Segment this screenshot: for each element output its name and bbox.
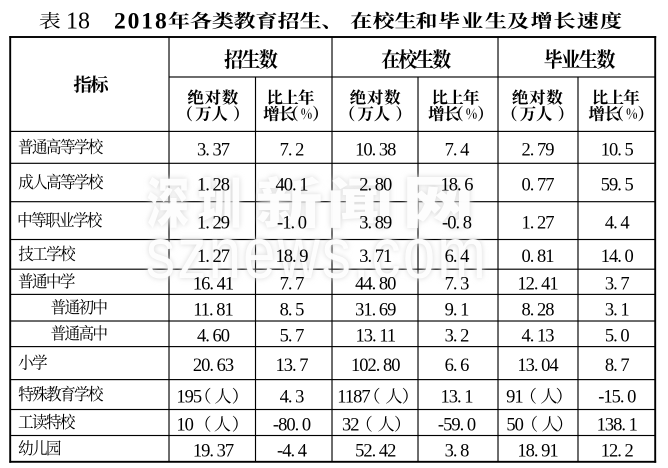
svg-text:7. 2: 7. 2 — [280, 140, 305, 160]
svg-text:16. 41: 16. 41 — [193, 275, 234, 295]
svg-text:-80. 0: -80. 0 — [273, 415, 311, 435]
svg-text:13. 7: 13. 7 — [276, 356, 309, 376]
svg-text:sznews.com: sznews.com — [146, 213, 488, 294]
svg-text:7. 7: 7. 7 — [280, 275, 305, 295]
svg-text:sznews.com: sznews.com — [146, 213, 488, 294]
svg-text:6. 6: 6. 6 — [445, 356, 470, 376]
svg-text:-59. 0: -59. 0 — [438, 415, 476, 435]
svg-text:44. 80: 44. 80 — [355, 275, 396, 295]
svg-text:18: 18 — [66, 9, 90, 35]
svg-text:10: 10 — [176, 415, 193, 435]
svg-text:-0. 8: -0. 8 — [442, 214, 472, 234]
svg-text:4. 60: 4. 60 — [197, 327, 230, 347]
svg-text:2018: 2018 — [114, 8, 169, 34]
svg-text:18. 9: 18. 9 — [276, 247, 309, 267]
svg-text:50: 50 — [506, 415, 523, 435]
svg-text:52. 42: 52. 42 — [355, 442, 396, 462]
svg-text:195: 195 — [176, 387, 202, 407]
svg-text:11. 81: 11. 81 — [193, 301, 233, 321]
svg-text:0. 77: 0. 77 — [522, 175, 555, 195]
svg-text:0. 81: 0. 81 — [522, 247, 555, 267]
svg-text:20. 63: 20. 63 — [193, 356, 234, 376]
svg-text:91: 91 — [506, 387, 523, 407]
svg-text:5. 7: 5. 7 — [280, 327, 305, 347]
svg-text:3. 1: 3. 1 — [605, 301, 630, 321]
svg-text:7. 3: 7. 3 — [445, 275, 470, 295]
svg-text:3. 89: 3. 89 — [359, 214, 392, 234]
svg-text:2. 79: 2. 79 — [522, 140, 555, 160]
svg-text:1187: 1187 — [337, 387, 370, 407]
svg-text:2. 80: 2. 80 — [359, 175, 392, 195]
svg-text:1. 28: 1. 28 — [197, 175, 230, 195]
svg-text:31. 69: 31. 69 — [355, 301, 396, 321]
svg-text:12. 2: 12. 2 — [601, 442, 634, 462]
svg-text:3. 37: 3. 37 — [197, 140, 230, 160]
svg-text:3. 71: 3. 71 — [359, 247, 392, 267]
svg-text:40. 1: 40. 1 — [276, 175, 309, 195]
svg-text:18. 6: 18. 6 — [441, 175, 474, 195]
svg-text:9. 1: 9. 1 — [445, 301, 470, 321]
svg-text:6. 4: 6. 4 — [445, 247, 470, 267]
svg-text:102. 80: 102. 80 — [351, 356, 400, 376]
svg-text:3. 7: 3. 7 — [605, 275, 630, 295]
svg-text:32: 32 — [342, 415, 359, 435]
svg-text:4. 13: 4. 13 — [522, 327, 555, 347]
svg-text:13. 1: 13. 1 — [441, 387, 474, 407]
svg-text:8. 7: 8. 7 — [605, 356, 630, 376]
svg-text:3. 8: 3. 8 — [445, 442, 470, 462]
svg-text:13. 04: 13. 04 — [517, 356, 558, 376]
svg-text:5. 0: 5. 0 — [605, 327, 630, 347]
svg-text:1. 27: 1. 27 — [197, 247, 230, 267]
svg-text:-1. 0: -1. 0 — [277, 214, 307, 234]
svg-text:-15. 0: -15. 0 — [598, 387, 636, 407]
svg-text:14. 0: 14. 0 — [601, 247, 634, 267]
svg-text:19. 37: 19. 37 — [193, 442, 234, 462]
svg-text:138. 1: 138. 1 — [597, 415, 638, 435]
svg-text:12. 41: 12. 41 — [517, 275, 558, 295]
svg-text:7. 4: 7. 4 — [445, 140, 470, 160]
svg-text:59. 5: 59. 5 — [601, 175, 634, 195]
svg-text:-4. 4: -4. 4 — [277, 442, 307, 462]
svg-text:1. 27: 1. 27 — [522, 214, 555, 234]
svg-text:10. 38: 10. 38 — [355, 140, 396, 160]
svg-text:3. 2: 3. 2 — [445, 327, 470, 347]
svg-text:1. 29: 1. 29 — [197, 214, 230, 234]
svg-text:18. 91: 18. 91 — [517, 442, 558, 462]
svg-text:4. 3: 4. 3 — [280, 387, 305, 407]
svg-text:13. 11: 13. 11 — [356, 327, 396, 347]
svg-text:8. 28: 8. 28 — [522, 301, 555, 321]
svg-text:8. 5: 8. 5 — [280, 301, 305, 321]
svg-text:10. 5: 10. 5 — [601, 140, 634, 160]
svg-text:4. 4: 4. 4 — [605, 214, 630, 234]
